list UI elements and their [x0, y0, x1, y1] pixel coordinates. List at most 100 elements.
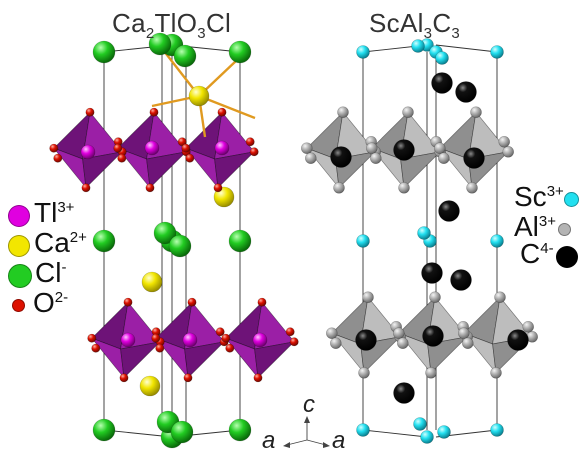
o-atom — [185, 153, 195, 163]
cell-edge-right-top-b — [435, 44, 498, 53]
c-atom — [421, 262, 443, 284]
al-octahedron-3 — [330, 296, 402, 374]
axis-label-a-right: a — [332, 427, 346, 454]
o-atom — [245, 137, 255, 147]
o-atom — [91, 343, 101, 353]
c-ion-swatch — [555, 245, 578, 268]
legend-item-o: O2- — [12, 289, 68, 322]
al-octahedron-4 — [397, 296, 469, 374]
octahedron-face — [330, 332, 365, 374]
cl-atom — [228, 40, 252, 64]
cl-atom — [92, 418, 116, 442]
al-atom — [329, 337, 342, 350]
legend-item-tl: Tl3+ — [8, 199, 74, 232]
octahedron-face — [468, 111, 509, 160]
octahedron-face — [463, 296, 501, 345]
al-atom — [494, 291, 506, 304]
al-atom — [457, 327, 470, 340]
legend-label-ca: Ca2+ — [34, 227, 87, 258]
right-structure-title: ScAl3C3 — [369, 8, 461, 43]
legend-item-cl: Cl- — [8, 259, 66, 292]
cl-atom — [228, 229, 252, 253]
al-atom — [369, 152, 382, 164]
sc-atom — [356, 45, 370, 59]
cl-ion-swatch — [8, 263, 32, 288]
a-axis-arrowhead-left — [283, 442, 290, 448]
o-atom — [187, 297, 197, 307]
cell-edge-right-bot-a — [362, 429, 428, 438]
al-atom — [396, 337, 409, 350]
o-atom — [253, 373, 263, 383]
o-atom — [225, 343, 235, 353]
sc-atom — [437, 425, 451, 439]
axis-indicator — [283, 416, 330, 448]
c-atom — [507, 329, 529, 351]
a-axis-arrow-right — [306, 439, 327, 446]
legend-item-c: C4- — [520, 240, 578, 273]
tl-atom — [214, 140, 230, 156]
al-atom — [522, 320, 535, 333]
o-atom — [285, 327, 295, 337]
a-axis-arrowhead-right — [323, 442, 330, 448]
o-atom — [257, 297, 267, 307]
cl-atom — [92, 40, 116, 64]
o-atom — [123, 297, 133, 307]
left-structure-title: Ca2TlO3Cl — [112, 8, 232, 43]
octahedron-face — [214, 151, 256, 189]
octahedron-face — [427, 336, 469, 374]
o-atom — [145, 183, 155, 193]
octahedron-face — [120, 341, 162, 379]
sc-atom — [356, 234, 370, 248]
tl-atom — [182, 332, 198, 348]
octahedron-face — [335, 111, 376, 160]
sc-atom — [413, 417, 427, 431]
sc-atom — [356, 423, 370, 437]
cl-atom — [148, 32, 172, 56]
c-atom — [330, 146, 352, 168]
o-atom — [81, 183, 91, 193]
c-atom — [450, 269, 472, 291]
o-atom — [53, 153, 63, 163]
o-atom — [217, 107, 227, 117]
octahedron-face — [370, 147, 405, 189]
al-atom — [333, 182, 345, 194]
o-atom — [119, 373, 129, 383]
al-atom — [461, 337, 474, 350]
legend-item-al: Al3+ — [514, 211, 572, 246]
al-atom — [466, 182, 478, 194]
axis-label-c: c — [303, 391, 315, 418]
legend-label-al: Al3+ — [514, 211, 557, 242]
al-atom — [490, 366, 502, 379]
tl-atom — [144, 140, 160, 156]
ca-atom — [139, 375, 161, 397]
c-axis-arrowhead — [304, 416, 310, 423]
o-atom — [181, 143, 191, 153]
o-atom — [215, 327, 225, 337]
o-atom — [151, 333, 161, 343]
o-atom — [289, 337, 299, 347]
al-atom — [304, 152, 317, 164]
sc-atom — [490, 45, 504, 59]
sc-ion-swatch — [563, 192, 579, 207]
o-atom — [149, 107, 159, 117]
cl-atom — [228, 418, 252, 442]
ca-atom — [213, 186, 235, 208]
al-atom — [358, 366, 370, 379]
c-atom — [393, 139, 415, 161]
o-atom — [249, 147, 259, 157]
al-atom — [433, 142, 446, 154]
o-atom — [221, 333, 231, 343]
cl-atom — [153, 221, 177, 245]
legend-label-cl: Cl- — [35, 257, 67, 288]
al-atom — [337, 106, 349, 118]
al-atom — [362, 291, 374, 304]
octahedron-face — [225, 301, 263, 350]
tl-atom — [80, 144, 96, 160]
tl-atom — [120, 332, 136, 348]
al-atom — [502, 146, 515, 158]
ca-ion-swatch — [8, 234, 30, 257]
c-atom — [431, 72, 453, 94]
legend-label-tl: Tl3+ — [34, 197, 75, 228]
o-atom — [155, 343, 165, 353]
